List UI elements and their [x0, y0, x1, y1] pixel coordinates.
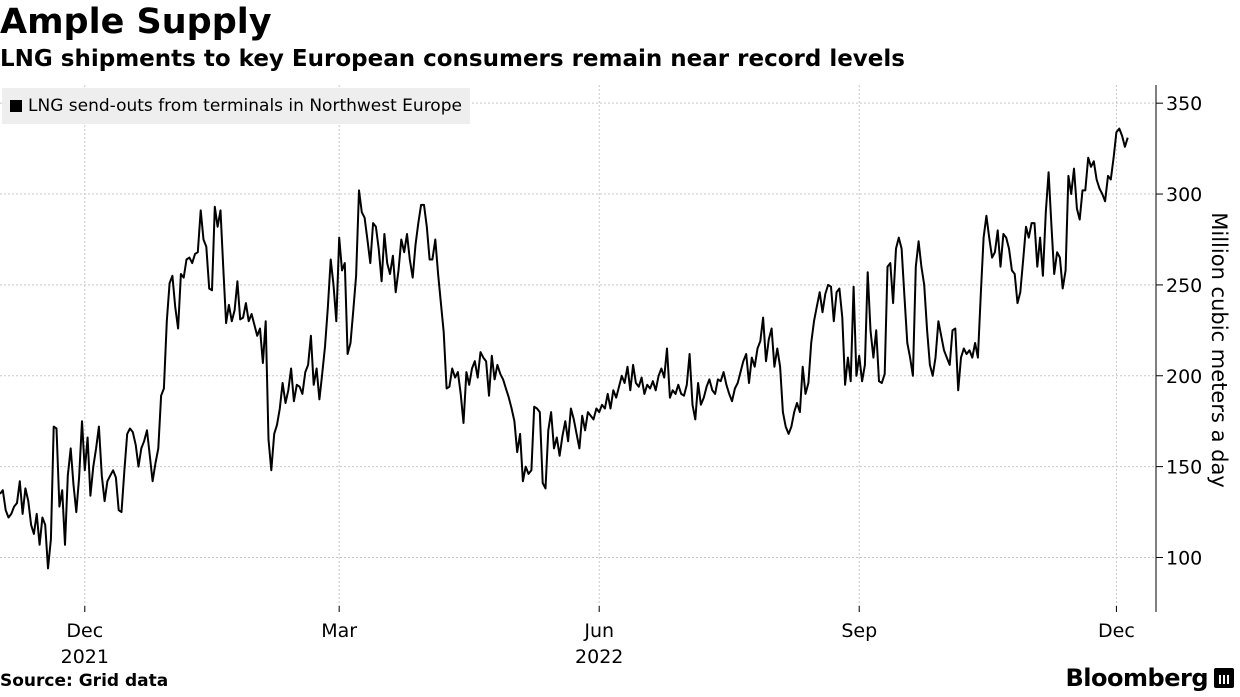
legend-label: LNG send-outs from terminals in Northwes… [28, 96, 462, 116]
legend-swatch [10, 100, 22, 112]
y-tick-label: 200 [1166, 366, 1202, 388]
axes: 100 150 200 250 300 350 Dec 2021 Mar Jun 2022 Sep De… [61, 85, 1202, 668]
series-line [0, 127, 1129, 570]
bloomberg-terminal-icon [1214, 668, 1234, 688]
chart-subtitle: LNG shipments to key European consumers … [0, 46, 905, 72]
x-tick-label: Mar [321, 620, 357, 642]
brand-name: Bloomberg [1065, 664, 1209, 692]
y-tick-label: 300 [1166, 184, 1202, 206]
y-tick-label: 350 [1166, 93, 1202, 115]
legend: LNG send-outs from terminals in Northwes… [2, 88, 470, 124]
x-year-label: 2021 [61, 646, 109, 668]
x-tick-label: Sep [841, 620, 877, 642]
gridlines [0, 85, 1156, 612]
x-tick-label: Dec [1098, 620, 1135, 642]
y-tick-label: 150 [1166, 457, 1202, 479]
source-note: Source: Grid data [0, 671, 169, 691]
x-year-label: 2022 [575, 646, 623, 668]
x-tick-label: Dec [66, 620, 103, 642]
y-tick-label: 250 [1166, 275, 1202, 297]
y-tick-label: 100 [1166, 547, 1202, 569]
brand-logo: Bloomberg [1066, 664, 1234, 692]
series-layer [0, 127, 1129, 570]
y-axis-label: Million cubic meters a day [1207, 212, 1231, 487]
chart-title: Ample Supply [0, 2, 272, 42]
x-tick-label: Jun [583, 620, 614, 642]
